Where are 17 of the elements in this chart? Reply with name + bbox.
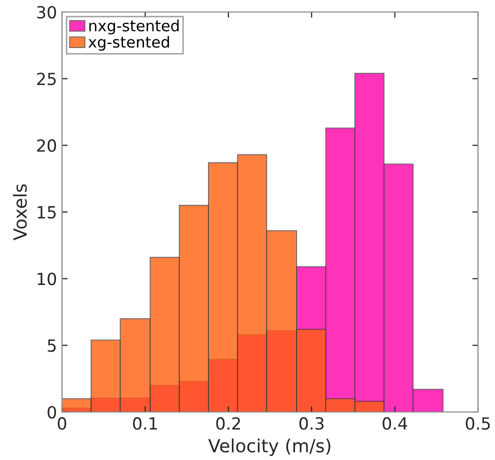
legend-label: xg-stented [88, 36, 169, 51]
y-axis-title: Voxels [12, 184, 27, 240]
y-tick-label: 10 [38, 272, 56, 286]
y-tick-label: 30 [37, 6, 56, 19]
x-tick-label: 0.1 [133, 417, 157, 430]
x-tick-label: 0 [58, 417, 66, 430]
x-tick-label: 0.2 [216, 417, 240, 430]
x-tick-label: 0.3 [299, 417, 324, 430]
y-tick-label: 20 [37, 139, 56, 152]
y-tick-label: 0 [48, 406, 56, 419]
x-tick-label: 0.4 [382, 417, 408, 430]
y-tick-label: 5 [48, 340, 56, 352]
x-axis-title: Velocity (m/s) [208, 438, 330, 456]
y-tick-label: 25 [37, 72, 56, 86]
y-tick-label: 15 [38, 206, 56, 219]
legend-label: nxg-stented [89, 20, 179, 34]
x-tick-label: 0.5 [466, 417, 490, 430]
